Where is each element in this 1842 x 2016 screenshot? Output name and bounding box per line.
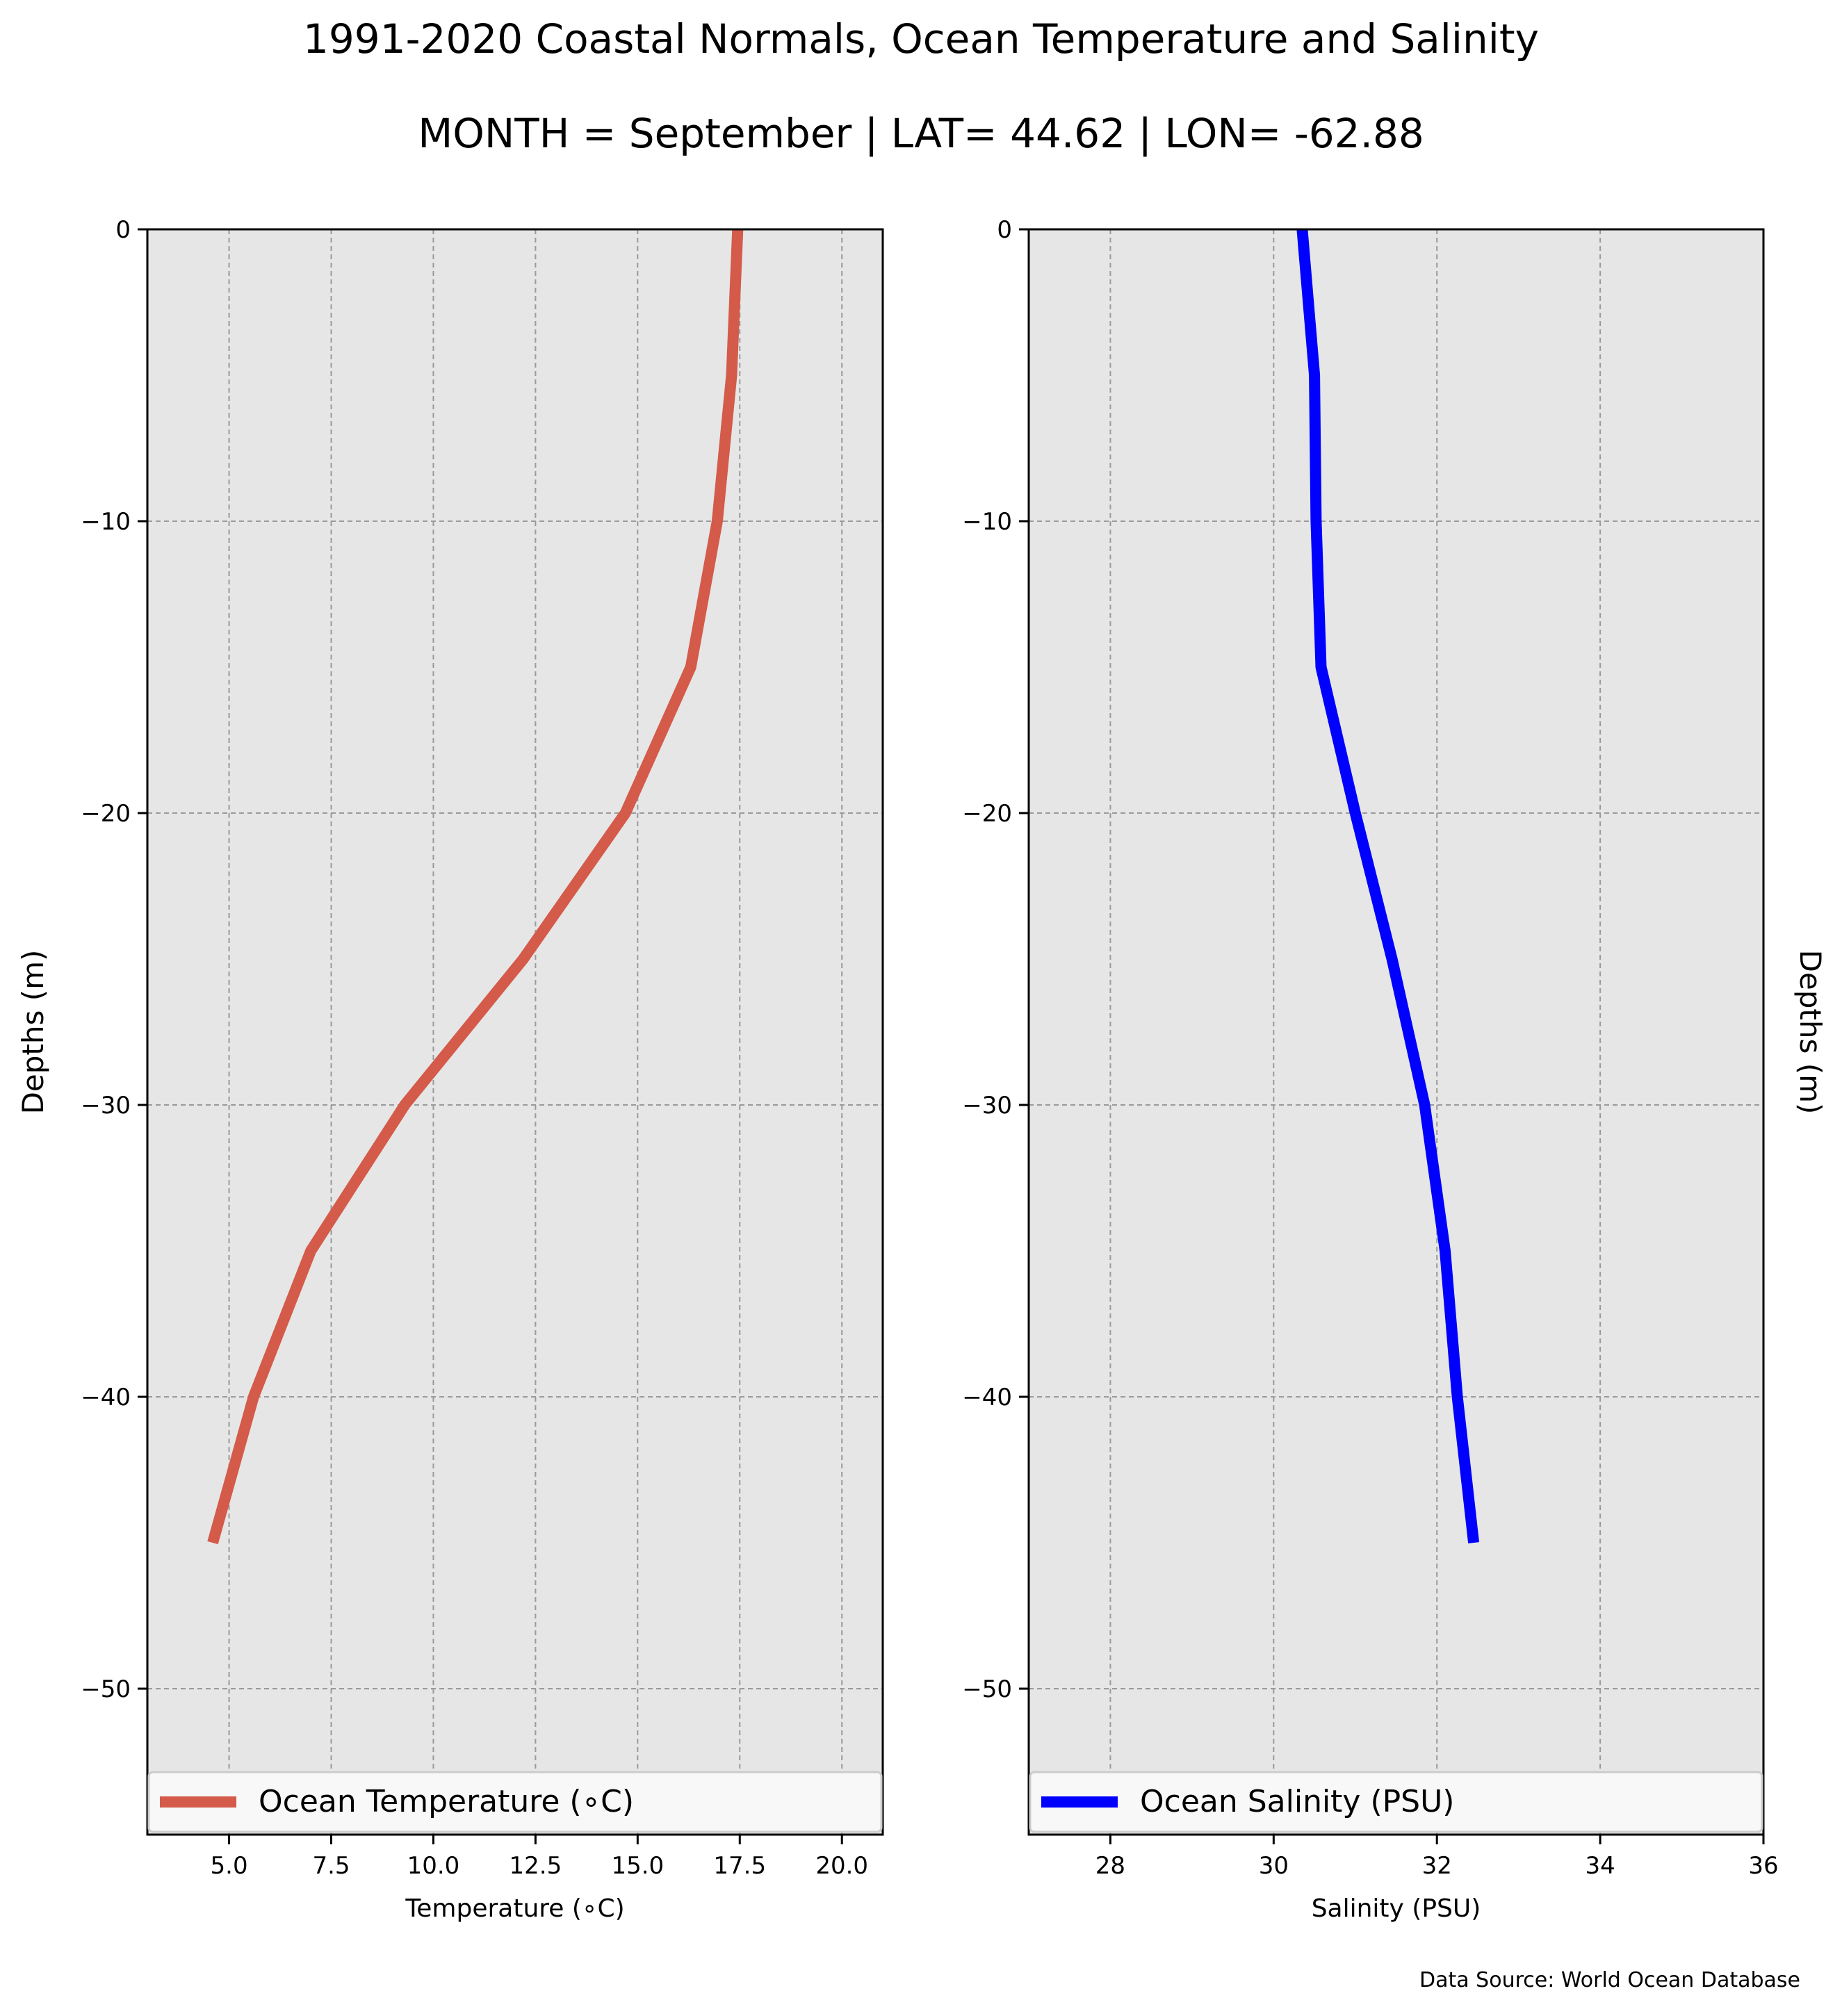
panel2-legend-label: Ocean Salinity (PSU) [1140,1784,1454,1819]
panel2-group: 0 −10 −20 −30 −40 −50 28 30 32 34 36 Salinity (PSU)… [962,216,1827,1923]
panel2-plot-frame [1027,228,1765,1836]
panel2-y-tick-label: −20 [962,800,1012,828]
panel2-x-tick-label: 30 [1259,1852,1289,1880]
panel1-plot-background [147,229,883,1835]
panel1-y-tick-label: −40 [81,1384,131,1411]
data-source-note: Data Source: World Ocean Database [1419,1968,1800,1992]
panel2-legend-box [1029,1771,1763,1833]
panel2-series-line-0 [1296,229,1480,1543]
panel1-x-tick-label: 20.0 [815,1852,868,1880]
panel2-y-tick-label: 0 [997,216,1012,244]
panel1-group: 0 −10 −20 −30 −40 −50 5.0 7.5 10.0 12.5 15.0 17.5 20… [16,216,884,1923]
panel2-x-tick-label: 34 [1585,1852,1615,1880]
panel1-x-tick-label: 15.0 [611,1852,664,1880]
panel1-x-tick-label: 10.0 [407,1852,460,1880]
panel1-y-tick-label: −30 [81,1092,131,1120]
panel1-y-axis-label: Depths (m) [16,950,50,1115]
panel2-y-tick-label: −10 [962,508,1012,536]
panel1-y-tick-label: −10 [81,508,131,536]
panel1-x-tick-label: 5.0 [211,1852,248,1880]
panel1-legend: Ocean Temperature (∘C) [147,1771,883,1833]
panel1-x-tick-label: 7.5 [312,1852,350,1880]
panel1-legend-box [147,1771,883,1833]
panel2-x-tick-label: 32 [1422,1852,1452,1880]
chart-title: 1991-2020 Coastal Normals, Ocean Tempera… [303,15,1539,63]
panel2-y-tick-label: −30 [962,1092,1012,1120]
panel1-y-tick-label: −20 [81,800,131,828]
panel1-plot-frame [146,228,884,1836]
panel1-y-tick-label: 0 [115,216,131,244]
panel1-series-line-0 [207,229,744,1545]
panel2-y-tick-label: −40 [962,1384,1012,1411]
panel2-y-tick-label: −50 [962,1675,1012,1703]
panel2-x-tick-label: 36 [1748,1852,1778,1880]
panel1-x-tick-label: 12.5 [510,1852,562,1880]
panel2-y-axis-label: Depths (m) [1793,950,1827,1115]
panel2-plot-background [1029,229,1763,1835]
panel1-y-tick-label: −50 [81,1675,131,1703]
panel1-legend-label: Ocean Temperature (∘C) [259,1784,634,1819]
panel1-x-axis-label: Temperature (∘C) [405,1894,624,1923]
panel2-x-tick-label: 28 [1095,1852,1125,1880]
panel2-x-axis-label: Salinity (PSU) [1312,1894,1481,1923]
panel2-legend: Ocean Salinity (PSU) [1029,1771,1763,1833]
panel1-x-tick-label: 17.5 [713,1852,766,1880]
chart-subtitle: MONTH = September | LAT= 44.62 | LON= -6… [418,110,1424,157]
